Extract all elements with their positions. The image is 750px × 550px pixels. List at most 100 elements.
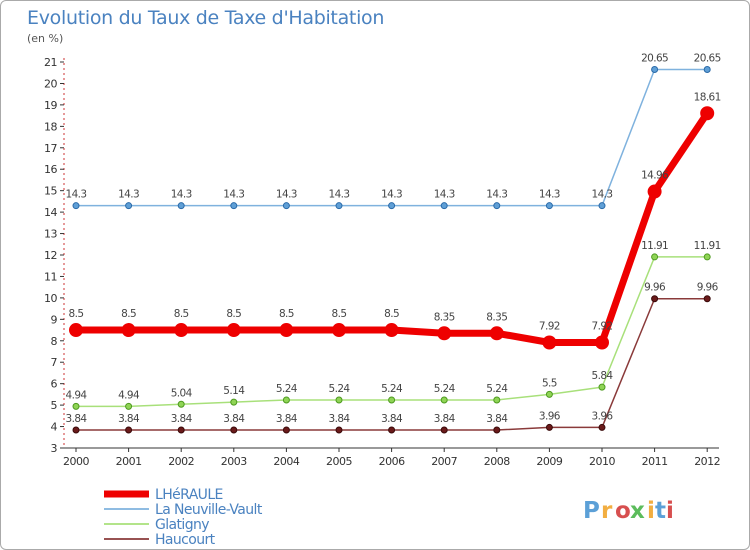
data-point [388, 426, 396, 434]
chart-title: Evolution du Taux de Taxe d'Habitation [27, 7, 385, 29]
data-label: 3.84 [486, 413, 508, 425]
data-label: 3.96 [539, 410, 561, 422]
data-point [279, 323, 294, 338]
data-point [384, 323, 399, 338]
data-point [703, 295, 711, 303]
data-label: 8.5 [69, 308, 84, 320]
data-label: 8.5 [174, 308, 189, 320]
data-label: 5.84 [592, 370, 614, 382]
data-point [493, 426, 501, 434]
data-label: 3.84 [171, 413, 193, 425]
x-tick-label: 2006 [379, 455, 405, 468]
data-label: 9.96 [644, 282, 666, 294]
data-label: 20.65 [641, 53, 668, 65]
data-point [174, 323, 189, 338]
data-label: 14.3 [486, 189, 507, 201]
data-point [598, 423, 606, 431]
data-point [545, 202, 553, 210]
y-tick-label: 4 [51, 421, 58, 434]
data-point [440, 396, 448, 404]
legend-label: La Neuville-Vault [155, 502, 263, 518]
logo-letter: t [655, 498, 666, 524]
logo-letter: i [647, 498, 655, 524]
data-point [125, 202, 133, 210]
data-point [703, 253, 711, 261]
y-tick-label: 17 [44, 142, 57, 155]
data-point [598, 383, 606, 391]
data-label: 3.84 [329, 413, 351, 425]
data-label: 8.35 [434, 311, 455, 323]
data-point [335, 396, 343, 404]
data-point [545, 390, 553, 398]
data-point [230, 202, 238, 210]
data-label: 3.84 [66, 413, 88, 425]
data-point [651, 66, 659, 74]
data-point [282, 396, 290, 404]
data-label: 14.3 [434, 189, 455, 201]
data-label: 8.5 [332, 308, 347, 320]
y-tick-label: 3 [51, 442, 58, 455]
data-label: 14.3 [171, 189, 192, 201]
data-point [226, 323, 241, 338]
data-point [72, 426, 80, 434]
data-label: 3.84 [118, 413, 140, 425]
data-label: 8.5 [384, 308, 399, 320]
x-tick-label: 2012 [694, 455, 720, 468]
data-label: 14.3 [223, 189, 244, 201]
y-tick-label: 11 [44, 270, 57, 283]
data-label: 14.3 [539, 189, 560, 201]
data-point [335, 426, 343, 434]
y-tick-label: 9 [51, 313, 58, 326]
x-tick-label: 2003 [221, 455, 247, 468]
data-point [125, 426, 133, 434]
data-label: 7.92 [539, 320, 560, 332]
data-point [440, 202, 448, 210]
logo-letter: P [583, 498, 600, 524]
data-label: 8.5 [279, 308, 294, 320]
data-label: 11.91 [641, 240, 668, 252]
y-tick-label: 21 [44, 56, 57, 69]
data-label: 14.96 [641, 170, 669, 182]
data-point [282, 426, 290, 434]
data-point [177, 426, 185, 434]
data-point [69, 323, 83, 338]
x-tick-label: 2005 [326, 455, 352, 468]
data-label: 3.84 [223, 413, 245, 425]
data-label: 8.5 [121, 308, 136, 320]
x-tick-label: 2004 [273, 455, 299, 468]
data-label: 14.3 [329, 189, 350, 201]
data-point [440, 426, 448, 434]
x-tick-label: 2009 [536, 455, 562, 468]
logo-letter: x [630, 498, 645, 524]
data-point [72, 202, 80, 210]
x-tick-label: 2010 [589, 455, 615, 468]
x-tick-label: 2001 [116, 455, 142, 468]
y-tick-label: 6 [51, 378, 58, 391]
x-tick-label: 2011 [642, 455, 668, 468]
data-label: 5.24 [276, 383, 298, 395]
data-label: 20.65 [694, 53, 721, 65]
data-point [388, 202, 396, 210]
chart-subtitle: (en %) [27, 32, 64, 45]
data-point [493, 396, 501, 404]
data-point [598, 202, 606, 210]
y-tick-label: 14 [44, 206, 57, 219]
x-tick-label: 2002 [168, 455, 194, 468]
data-point [125, 402, 133, 410]
data-label: 7.92 [592, 320, 613, 332]
data-point [177, 202, 185, 210]
data-point [489, 326, 504, 341]
data-label: 8.35 [486, 311, 507, 323]
data-label: 8.5 [226, 308, 241, 320]
data-label: 5.5 [542, 377, 557, 389]
data-label: 11.91 [694, 240, 721, 252]
y-tick-label: 16 [44, 163, 57, 176]
series-lines [72, 68, 711, 431]
x-tick-label: 2008 [484, 455, 510, 468]
data-point [651, 253, 659, 261]
data-point [545, 423, 553, 431]
data-point [651, 295, 659, 303]
